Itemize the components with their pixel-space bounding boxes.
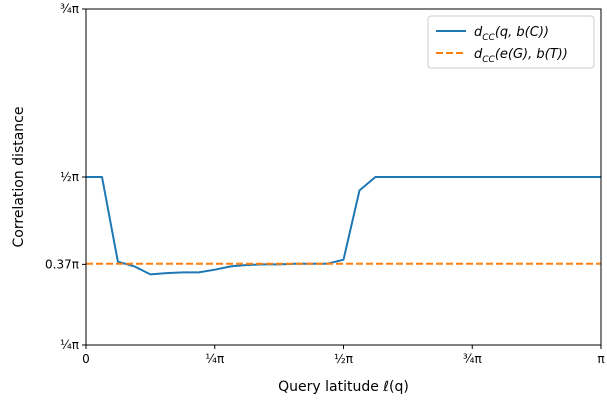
y-ticks: ¼π 0.37π ½π ¾π (45, 2, 86, 352)
legend: dCC(q, b(C)) dCC(e(G), b(T)) (427, 15, 595, 69)
y-axis-label: Correlation distance (11, 107, 27, 248)
x-ticks: 0 ¼π ½π ¾π π (82, 345, 605, 366)
y-tick-label: ¼π (60, 338, 79, 352)
series-group (86, 176, 601, 276)
legend-entry-1: dCC(q, b(C)) (474, 25, 549, 43)
axes-frame (85, 8, 602, 346)
x-tick-label: π (597, 352, 604, 366)
x-tick-label: 0 (82, 352, 90, 366)
x-tick-label: ½π (334, 352, 353, 366)
legend-entry-2: dCC(e(G), b(T)) (474, 47, 568, 65)
y-tick-label: ½π (60, 170, 79, 184)
legend-box (427, 15, 595, 69)
x-tick-label: ¾π (463, 352, 482, 366)
y-tick-label: ¾π (60, 2, 79, 16)
series-line-1 (86, 176, 601, 276)
y-tick-label: 0.37π (45, 257, 79, 271)
x-tick-label: ¼π (205, 352, 224, 366)
x-axis-label: Query latitude ℓ(q) (278, 379, 409, 395)
